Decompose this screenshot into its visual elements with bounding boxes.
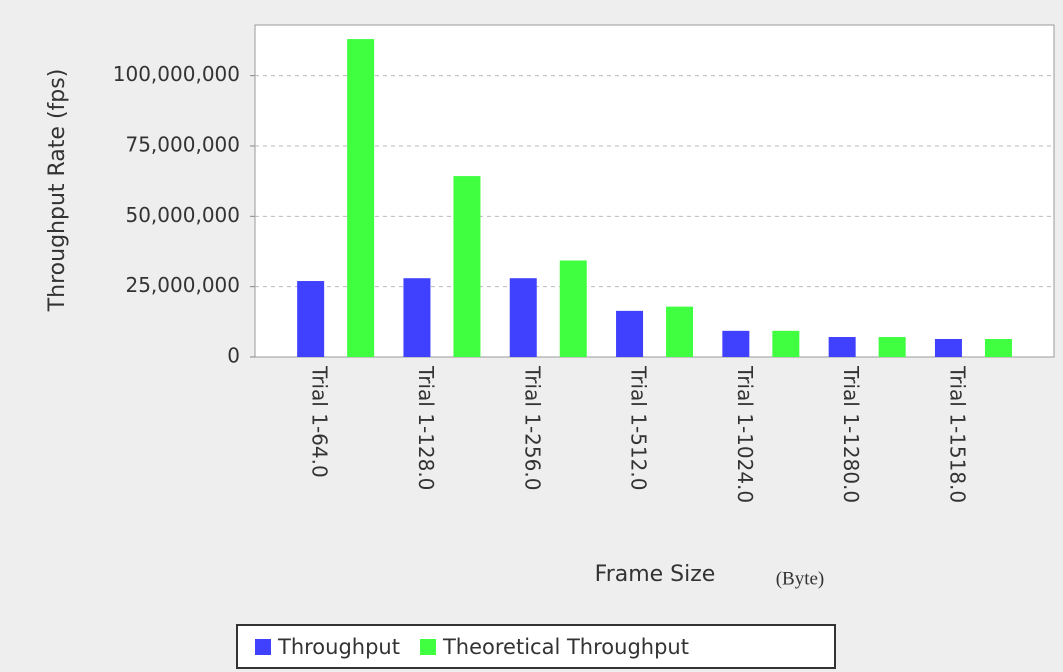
bar: [616, 310, 644, 357]
bar: [403, 278, 431, 357]
y-tick-label: 50,000,000: [125, 203, 240, 227]
bar: [984, 338, 1012, 357]
bar: [559, 260, 587, 357]
x-axis-title: Frame Size: [595, 562, 716, 587]
x-tick-label: Trial 1-128.0: [414, 365, 438, 490]
x-tick-label: Trial 1-512.0: [627, 365, 651, 490]
x-tick-label: Trial 1-1518.0: [945, 365, 969, 503]
plot-area: [254, 24, 1055, 358]
bar: [828, 337, 856, 357]
y-axis-title: Throughput Rate (fps): [45, 69, 70, 313]
y-tick-label: 75,000,000: [125, 132, 240, 156]
x-axis-unit: (Byte): [776, 568, 825, 589]
y-tick-label: 0: [227, 344, 240, 368]
bar: [722, 330, 750, 357]
legend-label: Theoretical Throughput: [442, 635, 689, 659]
bar: [509, 278, 537, 357]
x-tick-label: Trial 1-1280.0: [839, 365, 863, 503]
y-tick-label: 25,000,000: [125, 273, 240, 297]
legend-label: Throughput: [277, 635, 400, 659]
legend-swatch: [255, 639, 271, 655]
bar: [297, 281, 325, 357]
bar: [772, 330, 800, 357]
bar: [666, 306, 694, 357]
y-tick-label: 100,000,000: [113, 62, 240, 86]
legend-box: [236, 624, 836, 669]
bar: [453, 176, 481, 357]
bar: [934, 338, 962, 357]
x-tick-label: Trial 1-1024.0: [733, 365, 757, 503]
bar: [878, 337, 906, 357]
bar: [347, 39, 375, 357]
legend-swatch: [419, 639, 436, 655]
x-tick-label: Trial 1-64.0: [308, 365, 332, 478]
x-tick-label: Trial 1-256.0: [520, 365, 544, 490]
